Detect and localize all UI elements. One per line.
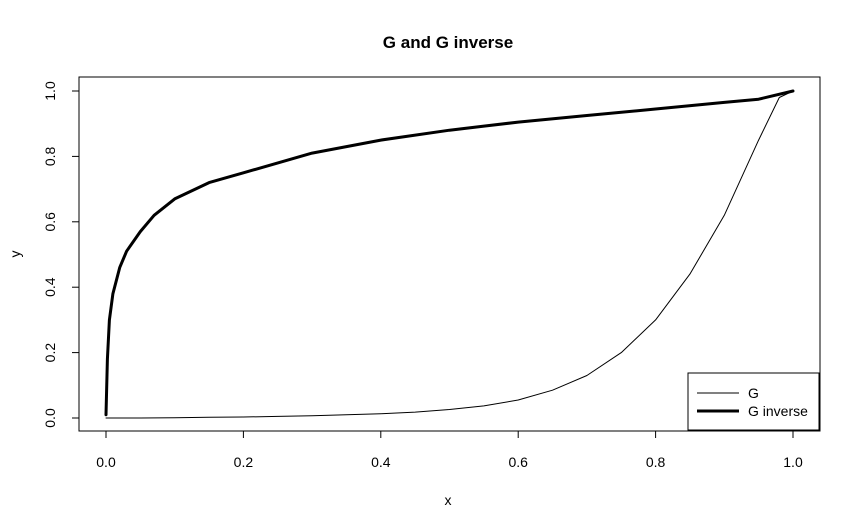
- x-tick-label: 0.6: [508, 454, 528, 470]
- y-tick-label: 0.4: [42, 277, 58, 297]
- series-line-g-inverse: [104, 89, 795, 417]
- x-tick-label: 0.4: [371, 454, 391, 470]
- x-tick-label: 1.0: [783, 454, 803, 470]
- y-tick-label: 0.0: [42, 408, 58, 428]
- legend: G G inverse: [687, 372, 820, 431]
- y-tick-label: 0.6: [42, 212, 58, 232]
- chart-title: G and G inverse: [383, 33, 513, 52]
- x-tick-label: 0.0: [96, 454, 116, 470]
- legend-box: [687, 372, 820, 431]
- legend-label-g: G: [748, 385, 759, 401]
- x-axis-label: x: [445, 492, 452, 508]
- y-tick-label: 0.8: [42, 146, 58, 166]
- legend-label-g-inverse: G inverse: [748, 403, 808, 419]
- x-axis: 0.0 0.2 0.4 0.6 0.8 1.0: [96, 430, 803, 470]
- x-tick-label: 0.8: [646, 454, 666, 470]
- y-axis: 0.0 0.2 0.4 0.6 0.8 1.0: [42, 81, 80, 428]
- y-axis-label: y: [7, 251, 23, 258]
- y-tick-label: 1.0: [42, 81, 58, 101]
- series-line-g: [105, 90, 794, 419]
- y-tick-label: 0.2: [42, 343, 58, 363]
- x-tick-label: 0.2: [234, 454, 254, 470]
- series-lines: [104, 89, 795, 419]
